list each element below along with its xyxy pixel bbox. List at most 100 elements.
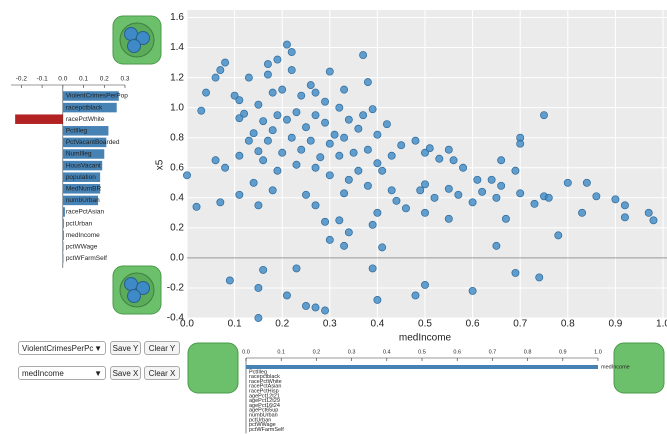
- x-tick-label: 0.1: [79, 76, 88, 83]
- point: [540, 111, 548, 120]
- y-tick-label: 0.6: [170, 162, 184, 173]
- point: [335, 216, 344, 225]
- point: [306, 136, 315, 145]
- point: [468, 287, 477, 295]
- point: [325, 235, 334, 244]
- point: [344, 175, 353, 184]
- drop-target[interactable]: [187, 342, 239, 394]
- bar: [62, 149, 105, 159]
- point: [387, 151, 396, 160]
- point: [340, 241, 349, 250]
- bar: [62, 242, 64, 252]
- point: [268, 186, 277, 195]
- bar-label: agePct16t24: [249, 403, 280, 409]
- bar: [62, 253, 64, 264]
- y-tick-label: 0.2: [170, 222, 184, 233]
- bar-label: medIncome: [66, 232, 100, 239]
- x-tick-label: 0.0: [180, 319, 194, 330]
- x-tick-label: 0.2: [313, 349, 321, 355]
- save-y-button[interactable]: Save Y: [110, 341, 141, 355]
- bar-label: agePct65up: [249, 408, 278, 414]
- point: [254, 100, 263, 109]
- point: [259, 156, 268, 165]
- point: [368, 220, 377, 229]
- point: [283, 40, 291, 49]
- point: [311, 303, 320, 312]
- point: [492, 193, 501, 202]
- point: [397, 141, 406, 150]
- point: [321, 306, 329, 315]
- point: [292, 264, 301, 273]
- bar: [62, 207, 65, 217]
- point: [544, 193, 553, 202]
- point: [302, 123, 310, 132]
- point: [535, 273, 544, 282]
- point: [592, 192, 601, 201]
- point: [430, 193, 439, 202]
- point: [411, 136, 420, 145]
- bar-label: racepctblack: [249, 374, 280, 380]
- point: [363, 145, 372, 154]
- point: [468, 198, 477, 207]
- point: [235, 96, 244, 105]
- point: [263, 70, 272, 79]
- clear-y-button[interactable]: Clear Y: [144, 341, 180, 355]
- point: [359, 111, 368, 120]
- point: [268, 88, 277, 97]
- bar-label: racePctAsian: [249, 384, 281, 390]
- point: [582, 178, 591, 187]
- point: [278, 148, 287, 157]
- point: [511, 166, 520, 175]
- bar-label: racePctAsian: [66, 209, 105, 216]
- point: [421, 148, 429, 157]
- point: [373, 208, 382, 217]
- point: [225, 276, 234, 285]
- y-tick-label: 1.2: [170, 72, 184, 83]
- x-tick-label: 0.4: [370, 319, 384, 330]
- point: [340, 133, 349, 142]
- point: [283, 115, 291, 124]
- x-tick-label: 0.7: [489, 349, 497, 355]
- point: [454, 190, 463, 199]
- icon-cluster[interactable]: [112, 265, 162, 315]
- point: [416, 186, 425, 195]
- x-tick-label: 0.1: [228, 319, 242, 330]
- point: [240, 109, 249, 118]
- clear-x-button[interactable]: Clear X: [144, 366, 180, 380]
- bar-label: pctWFarmSelf: [66, 255, 107, 262]
- bar: [62, 137, 107, 148]
- point: [644, 208, 653, 217]
- x-tick-label: -0.2: [16, 76, 28, 83]
- bar: [62, 195, 99, 206]
- point: [435, 154, 444, 163]
- point: [492, 241, 501, 250]
- point: [254, 147, 263, 156]
- x-select[interactable]: medIncome ▼: [18, 366, 106, 380]
- point: [497, 156, 506, 165]
- y-select[interactable]: ViolentCrimesPerPc ▼: [18, 341, 106, 355]
- point: [335, 151, 344, 160]
- y-tick-label: 0.0: [170, 253, 184, 264]
- bar-label: agePct12t29: [249, 398, 280, 404]
- bar-label: numbUrban: [249, 412, 278, 418]
- x-tick-label: 1.0: [656, 319, 667, 330]
- point: [325, 171, 334, 180]
- point: [311, 111, 320, 120]
- point: [268, 126, 277, 135]
- bar: [15, 114, 63, 124]
- bar-label: NumIlleg: [66, 151, 92, 158]
- save-x-button[interactable]: Save X: [110, 366, 141, 380]
- x-tick-label: 0.5: [418, 319, 432, 330]
- point: [278, 85, 287, 94]
- x-tick-label: 0.3: [323, 319, 337, 330]
- point: [311, 163, 320, 172]
- icon-cluster[interactable]: [112, 15, 162, 65]
- drop-target[interactable]: [613, 342, 665, 394]
- point: [192, 202, 201, 211]
- point: [321, 118, 329, 127]
- x-tick-label: 0.9: [559, 349, 567, 355]
- point: [297, 145, 306, 154]
- bar: [62, 160, 103, 171]
- y-tick-label: 1.0: [170, 102, 184, 113]
